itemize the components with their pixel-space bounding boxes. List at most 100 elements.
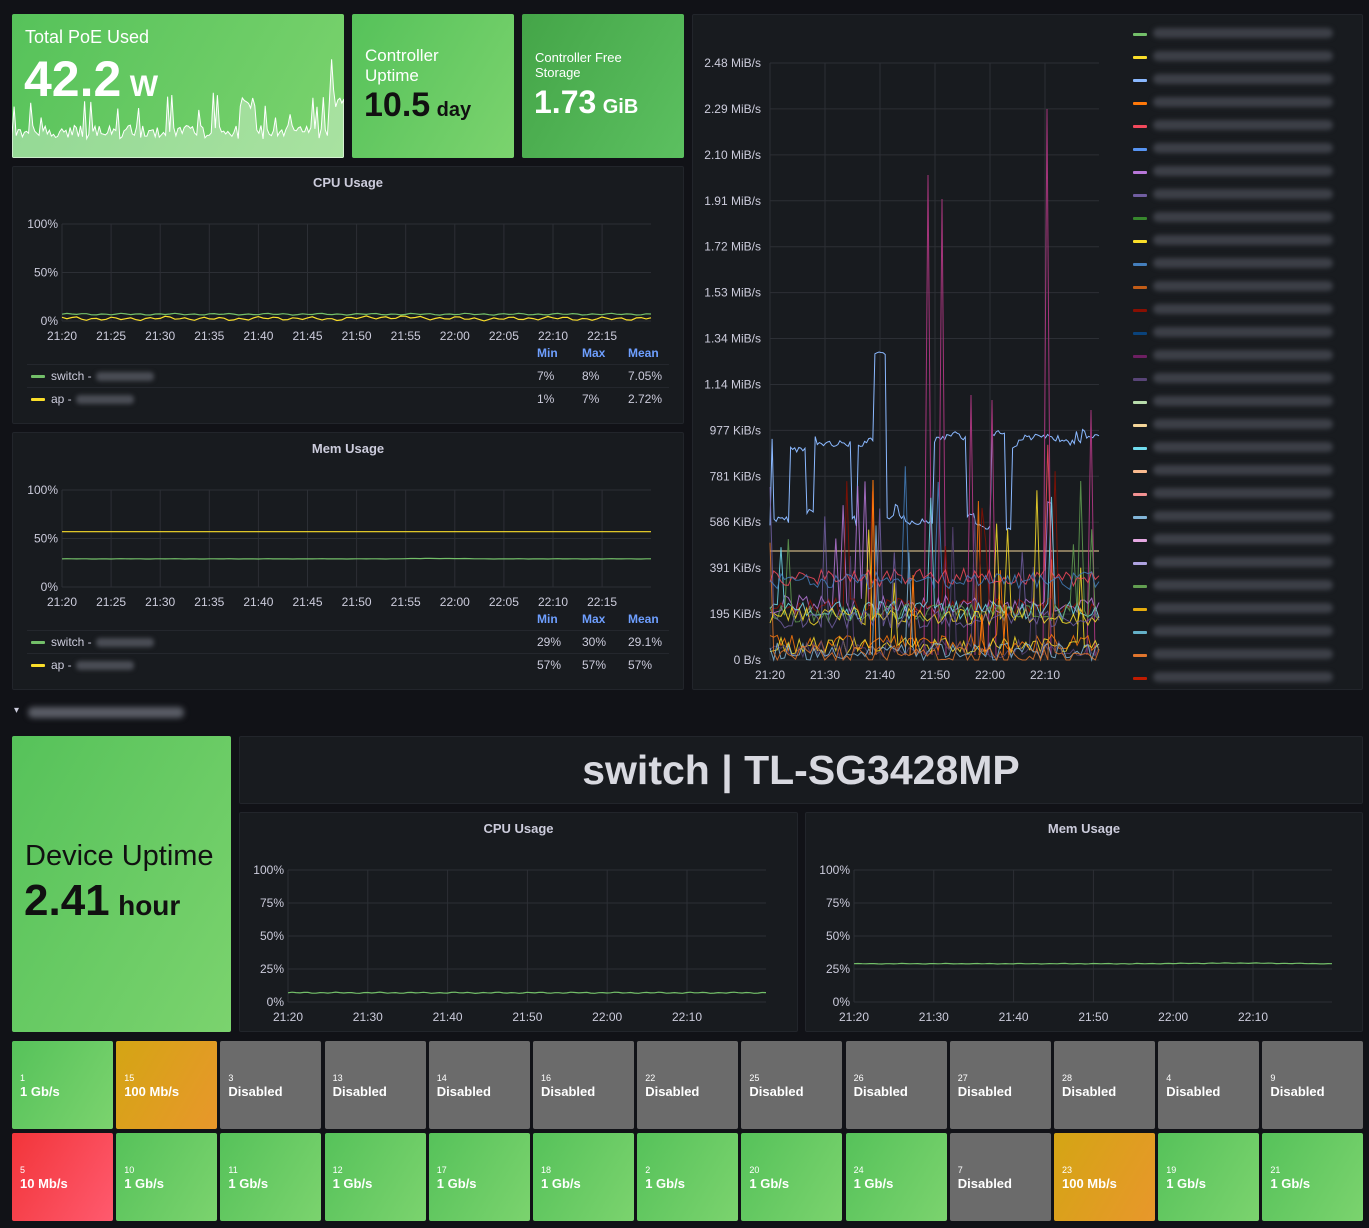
redacted-series-name [1153, 488, 1333, 498]
redacted-ip [75, 395, 134, 405]
col-min-header[interactable]: Min [537, 346, 558, 360]
series-color-swatch [1133, 493, 1147, 496]
legend-item[interactable] [1123, 138, 1359, 161]
device-mem-panel[interactable]: Mem Usage 100% 75% 50% 25% 0% 21:20 21:30 21:40… [805, 812, 1363, 1032]
port-tile-10[interactable]: 10 1 Gb/s [116, 1133, 218, 1221]
legend-item[interactable] [1123, 506, 1359, 529]
legend-item[interactable] [1123, 644, 1359, 667]
series-max: 30% [582, 635, 607, 649]
legend-item[interactable] [1123, 322, 1359, 345]
legend-item[interactable] [1123, 483, 1359, 506]
x-tick-label: 21:25 [96, 329, 126, 343]
legend-item[interactable] [1123, 667, 1359, 690]
port-tile-7[interactable]: 7 Disabled [949, 1133, 1051, 1221]
redacted-series-name [1153, 603, 1333, 613]
redacted-series-name [1153, 258, 1333, 268]
port-tile-27[interactable]: 27 Disabled [949, 1041, 1051, 1129]
legend-item[interactable] [1123, 368, 1359, 391]
legend-item[interactable] [1123, 460, 1359, 483]
legend-item[interactable] [1123, 207, 1359, 230]
legend-item[interactable] [1123, 184, 1359, 207]
port-tile-16[interactable]: 16 Disabled [533, 1041, 634, 1129]
port-tile-18[interactable]: 18 1 Gb/s [533, 1133, 634, 1221]
y-tick-label: 100% [819, 863, 850, 877]
port-tile-5[interactable]: 5 10 Mb/s [12, 1133, 113, 1221]
legend-row-ap[interactable]: ap - 57% 57% 57% [27, 653, 669, 675]
device-cpu-panel[interactable]: CPU Usage 100% 75% 50% 25% 0% 21:20 21:30 21:40… [239, 812, 798, 1032]
port-tile-17[interactable]: 17 1 Gb/s [428, 1133, 530, 1221]
port-speed: Disabled [853, 1084, 908, 1099]
port-tile-14[interactable]: 14 Disabled [428, 1041, 530, 1129]
port-speed: 100 Mb/s [124, 1084, 180, 1099]
port-tile-12[interactable]: 12 1 Gb/s [324, 1133, 426, 1221]
col-max-header[interactable]: Max [582, 612, 606, 626]
legend-item[interactable] [1123, 345, 1359, 368]
mem-usage-panel[interactable]: Mem Usage 100% 50% 0% 21:20 21:25 21:30 21:35 2… [12, 432, 684, 690]
col-max-header[interactable]: Max [582, 346, 606, 360]
port-tile-11[interactable]: 11 1 Gb/s [220, 1133, 322, 1221]
port-tile-3[interactable]: 3 Disabled [220, 1041, 322, 1129]
series-color-swatch [1133, 309, 1147, 312]
x-tick-label: 21:20 [273, 1010, 303, 1024]
port-tile-20[interactable]: 20 1 Gb/s [741, 1133, 843, 1221]
port-tile-9[interactable]: 9 Disabled [1262, 1041, 1364, 1129]
x-tick-label: 21:30 [919, 1010, 949, 1024]
port-tile-15[interactable]: 15 100 Mb/s [116, 1041, 218, 1129]
col-min-header[interactable]: Min [537, 612, 558, 626]
row-header[interactable]: ▾ [14, 703, 184, 723]
legend-item[interactable] [1123, 253, 1359, 276]
legend-item[interactable] [1123, 575, 1359, 598]
legend-item[interactable] [1123, 621, 1359, 644]
legend-item[interactable] [1123, 276, 1359, 299]
legend-item[interactable] [1123, 92, 1359, 115]
legend-item[interactable] [1123, 437, 1359, 460]
col-mean-header[interactable]: Mean [628, 612, 659, 626]
series-name: ap - [51, 658, 134, 672]
traffic-series [769, 525, 1100, 662]
cpu-usage-panel[interactable]: CPU Usage 100% 50% 0% 21:20 21:25 21:30 21:35 2… [12, 166, 684, 424]
network-traffic-panel[interactable]: 2.48 MiB/s 2.29 MiB/s 2.10 MiB/s 1.91 MiB/s… [692, 14, 1363, 690]
port-tile-22[interactable]: 22 Disabled [637, 1041, 739, 1129]
y-tick-label: 1.14 MiB/s [704, 377, 761, 391]
port-tile-26[interactable]: 26 Disabled [845, 1041, 947, 1129]
port-number: 15 [124, 1073, 135, 1083]
legend-row-switch[interactable]: switch - 7% 8% 7.05% [27, 364, 669, 386]
legend-row-switch[interactable]: switch - 29% 30% 29.1% [27, 630, 669, 652]
device-uptime-stat[interactable]: Device Uptime 2.41 hour [12, 736, 231, 1032]
legend-item[interactable] [1123, 529, 1359, 552]
port-tile-21[interactable]: 21 1 Gb/s [1262, 1133, 1364, 1221]
legend-item[interactable] [1123, 230, 1359, 253]
series-color-swatch [1133, 447, 1147, 450]
legend-item[interactable] [1123, 299, 1359, 322]
port-tile-28[interactable]: 28 Disabled [1054, 1041, 1155, 1129]
total-poe-stat[interactable]: Total PoE Used 42.2 W [12, 14, 344, 158]
legend-item[interactable] [1123, 598, 1359, 621]
legend-item[interactable] [1123, 46, 1359, 69]
legend-item[interactable] [1123, 391, 1359, 414]
legend-item[interactable] [1123, 115, 1359, 138]
legend-item[interactable] [1123, 69, 1359, 92]
legend-item[interactable] [1123, 23, 1359, 46]
chevron-down-icon[interactable]: ▾ [14, 705, 20, 716]
legend-item[interactable] [1123, 414, 1359, 437]
y-tick-label: 0 B/s [734, 653, 761, 667]
legend-row-ap[interactable]: ap - 1% 7% 2.72% [27, 387, 669, 409]
y-tick-label: 0% [267, 995, 285, 1009]
port-tile-4[interactable]: 4 Disabled [1158, 1041, 1260, 1129]
controller-uptime-stat[interactable]: Controller Uptime 10.5 day [352, 14, 514, 158]
port-tile-25[interactable]: 25 Disabled [741, 1041, 843, 1129]
col-mean-header[interactable]: Mean [628, 346, 659, 360]
legend-item[interactable] [1123, 161, 1359, 184]
port-tile-24[interactable]: 24 1 Gb/s [845, 1133, 947, 1221]
network-traffic-chart: 2.48 MiB/s 2.29 MiB/s 2.10 MiB/s 1.91 MiB/s… [704, 56, 1100, 682]
port-tile-19[interactable]: 19 1 Gb/s [1158, 1133, 1260, 1221]
port-speed: Disabled [436, 1084, 491, 1099]
legend-item[interactable] [1123, 552, 1359, 575]
port-tile-13[interactable]: 13 Disabled [324, 1041, 426, 1129]
port-number: 16 [541, 1073, 552, 1083]
stat-unit: hour [118, 890, 181, 921]
port-tile-23[interactable]: 23 100 Mb/s [1054, 1133, 1155, 1221]
controller-storage-stat[interactable]: Controller Free Storage 1.73 GiB [522, 14, 684, 158]
